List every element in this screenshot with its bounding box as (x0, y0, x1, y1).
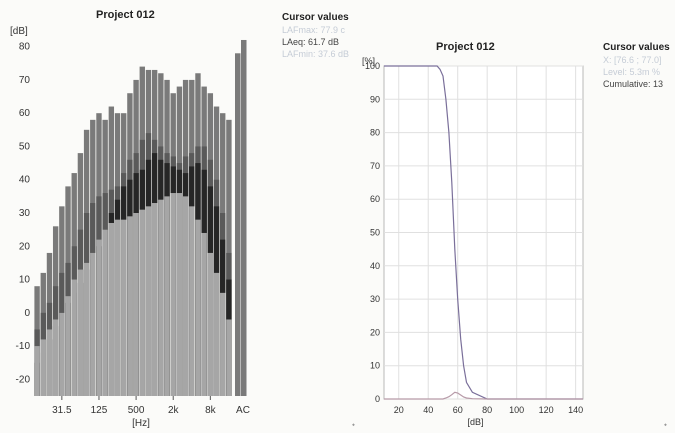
y-tick-label-right: 40 (370, 261, 380, 271)
spectrum-bar (83, 262, 90, 396)
series-line-cumulative (384, 65, 583, 400)
spectrum-bar (40, 339, 46, 396)
y-tick-label: 30 (19, 208, 31, 219)
spectrum-bar (121, 219, 127, 396)
x-tick-label-right: 120 (539, 405, 554, 415)
y-tick-label-right: 70 (370, 161, 380, 171)
y-tick-label: -20 (16, 374, 31, 385)
spectrum-bar (65, 296, 71, 396)
spectrum-bar (201, 232, 207, 396)
x-tick-label-right: 20 (394, 405, 404, 415)
spectrum-bar (59, 312, 65, 396)
y-tick-label-right: 20 (370, 327, 380, 337)
y-tick-label: 80 (19, 42, 31, 53)
y-tick-label-right: 60 (370, 194, 380, 204)
chart-title-right: Project 012 (436, 41, 495, 53)
spectrum-bar (77, 269, 84, 396)
cursor-line-cumulative: Cumulative: 13 (603, 79, 664, 89)
y-axis-unit-left: [dB] (10, 26, 28, 37)
cursor-line-lafmax: LAFmax: 77.9 c (282, 25, 346, 35)
spectrum-bar (207, 252, 214, 396)
spectrum-bar (182, 196, 189, 396)
y-tick-label: 40 (19, 175, 31, 186)
y-tick-label: 0 (24, 308, 30, 319)
y-tick-label: -10 (16, 341, 31, 352)
x-tick-label: 125 (91, 405, 108, 416)
spectrum-bar (127, 216, 133, 396)
ac-bar (241, 39, 247, 397)
spectrum-bar (46, 329, 53, 396)
spectrum-bar (195, 219, 201, 396)
chart-title-left: Project 012 (96, 9, 155, 21)
y-tick-label: 20 (19, 241, 31, 252)
spectrum-bar (96, 239, 102, 396)
spectrum-bar (213, 272, 220, 396)
y-tick-label: 60 (19, 108, 31, 119)
x-tick-label: 500 (128, 405, 145, 416)
spectrum-bar (189, 206, 195, 396)
x-tick-label-right: 80 (482, 405, 492, 415)
y-tick-label-right: 50 (370, 228, 380, 238)
spectrum-bar (164, 196, 170, 396)
x-tick-label-ac: AC (236, 405, 250, 416)
spectrum-bar (226, 319, 232, 396)
x-tick-label-right: 60 (453, 405, 463, 415)
spectrum-bar (102, 229, 108, 396)
y-tick-label: 50 (19, 141, 31, 152)
x-axis-label-left: [Hz] (132, 418, 150, 429)
spectrum-bar (220, 292, 226, 396)
spectrum-bar (34, 346, 40, 396)
y-tick-label-right: 90 (370, 94, 380, 104)
y-tick-label-right: 0 (375, 394, 380, 404)
cursor-values-title-right: Cursor values (603, 42, 670, 53)
x-axis-label-right: [dB] (467, 417, 483, 427)
cursor-panel-right: Cursor values X: [76.6 ; 77.0] Level: 5.… (603, 42, 675, 90)
y-tick-label-right: 80 (370, 128, 380, 138)
y-axis-unit-right: [%] (362, 56, 375, 66)
resize-handle-icon-left[interactable]: ⬩ (352, 420, 355, 429)
y-tick-label: 10 (19, 275, 31, 286)
spectrum-bar (158, 199, 164, 396)
spectrum-bar (151, 203, 158, 396)
series-line-level (384, 391, 583, 400)
y-tick-label: 70 (19, 75, 31, 86)
spectrum-bar (108, 222, 115, 396)
cursor-panel-left: Cursor values LAFmax: 77.9 c LAeq: 61.7 … (282, 12, 349, 60)
x-tick-label-right: 100 (509, 405, 524, 415)
spectrum-bar (145, 206, 152, 396)
spectrum-bar (170, 193, 176, 396)
x-tick-label-right: 140 (568, 405, 583, 415)
spectrum-bar (114, 219, 121, 396)
y-tick-label-right: 30 (370, 294, 380, 304)
spectrum-bar (52, 319, 59, 396)
cursor-line-level: Level: 5.3m % (603, 67, 661, 77)
x-tick-label: 8k (205, 405, 217, 416)
ac-bar (235, 53, 241, 397)
x-tick-label-right: 40 (423, 405, 433, 415)
spectrum-bar (90, 252, 96, 396)
y-tick-label-right: 100 (365, 61, 380, 71)
cursor-line-laeq: LAeq: 61.7 dB (282, 37, 340, 47)
spectrum-bar (71, 279, 77, 396)
spectrum-bar (139, 209, 145, 396)
x-tick-label: 2k (168, 405, 180, 416)
y-tick-label-right: 10 (370, 361, 380, 371)
cursor-line-x: X: [76.6 ; 77.0] (603, 55, 662, 65)
spectrum-bar (133, 213, 139, 396)
x-tick-label: 31.5 (52, 405, 72, 416)
cursor-values-title-left: Cursor values (282, 12, 349, 23)
cursor-line-lafmin: LAFmin: 37.6 dB (282, 49, 350, 59)
resize-handle-icon-right[interactable]: ⬩ (664, 420, 667, 429)
spectrum-bar (176, 193, 183, 396)
